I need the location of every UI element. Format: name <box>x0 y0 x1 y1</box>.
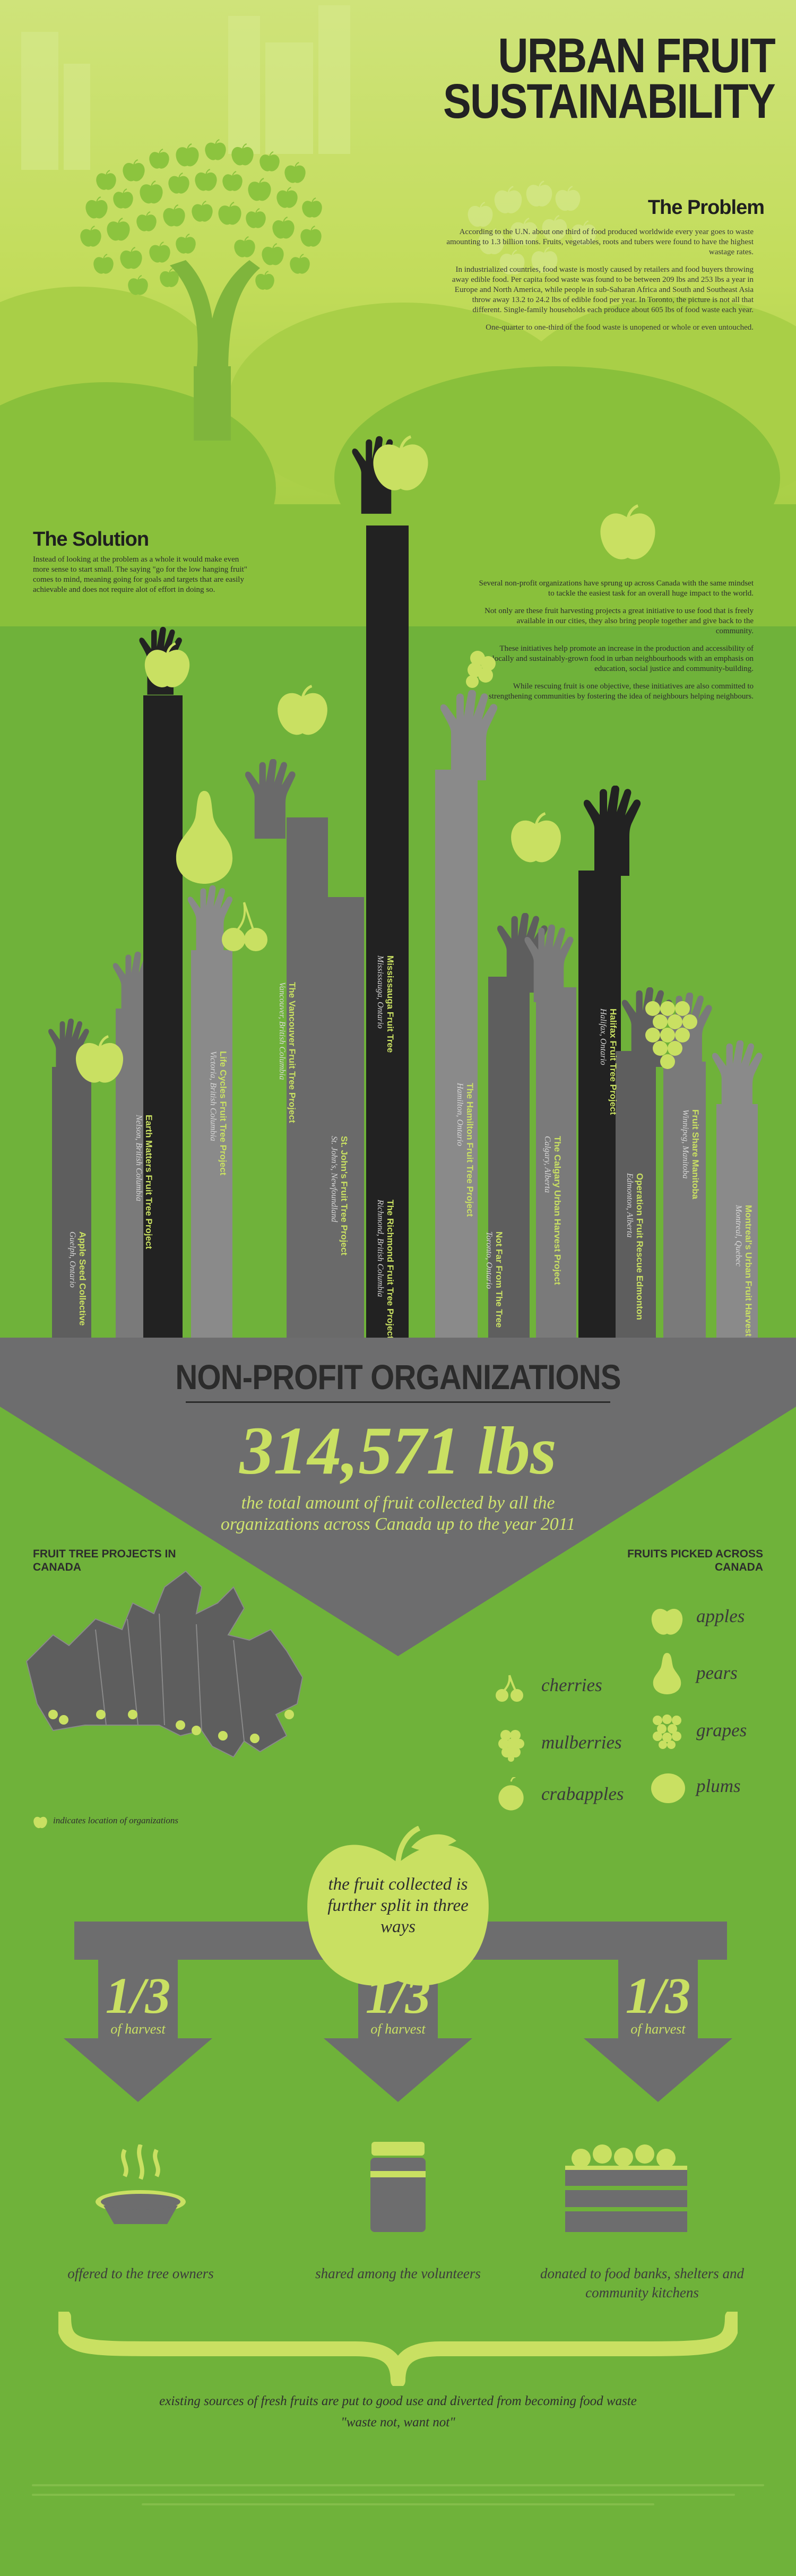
jar-icon <box>370 2142 426 2232</box>
problem-paragraph: One-quarter to one-third of the food was… <box>486 323 754 332</box>
cherries-icon <box>496 1675 523 1702</box>
top-section: URBAN FRUIT SUSTAINABILITY The Problem A… <box>0 0 796 626</box>
map-legend-apple-icon <box>33 1816 47 1829</box>
apple-icon <box>651 1608 683 1635</box>
sources-footer <box>32 2484 764 2508</box>
problem-heading: The Problem <box>647 196 765 219</box>
fraction-caption: of harvest <box>630 2021 686 2037</box>
org-label: The Richmond Fruit Tree Project Richmond,… <box>376 1200 395 1339</box>
fraction-value: 1/3 <box>625 1967 691 2024</box>
solution-intro: Instead of looking at the problem as a w… <box>33 555 247 594</box>
crabapple-icon <box>498 1777 524 1811</box>
split-apple-text: the fruit collected is further split in … <box>327 1875 469 1936</box>
solution-paragraph: Several non-profit organizations have sp… <box>479 579 754 598</box>
org-label: Not Far From The Tree Toronto, Ontario <box>484 1231 504 1328</box>
map-legend: indicates location of organizations <box>53 1815 178 1825</box>
solution-paragraph: These initiatives help promote an increa… <box>492 644 754 673</box>
org-label: The Vancouver Fruit Tree Project Vancouve… <box>278 982 297 1123</box>
solution-paragraph: Not only are these fruit harvesting proj… <box>484 607 754 635</box>
fruit-mulberries: mulberries <box>541 1732 622 1753</box>
fruit-plums: plums <box>696 1776 741 1796</box>
main-title: URBAN FRUIT SUSTAINABILITY <box>419 29 776 128</box>
fruit-apples: apples <box>696 1606 745 1626</box>
org-label: The Calgary Urban Harvest Project Calgary… <box>543 1136 563 1285</box>
fruits-heading: FRUITS PICKED ACROSS CANADA <box>627 1548 763 1573</box>
org-label: Apple Seed Collective Guelph, Ontario <box>68 1231 88 1326</box>
crate-icon <box>565 2144 687 2232</box>
title-line-2: SUSTAINABILITY <box>443 74 776 128</box>
problem-paragraph: In industrialized countries, food waste … <box>452 265 754 314</box>
org-label: Life Cycles Fruit Tree Project Victoria, … <box>209 1051 228 1176</box>
fruit-cherries: cherries <box>541 1675 602 1695</box>
third-donations: 1/3 of harvest <box>578 1970 738 2037</box>
grapes-icon <box>653 1715 681 1749</box>
npo-title: NON-PROFIT ORGANIZATIONS <box>175 1357 621 1397</box>
fraction-caption: of harvest <box>110 2021 166 2037</box>
map-heading: FRUIT TREE PROJECTS IN CANADA <box>33 1548 176 1573</box>
fruit-crabapples: crabapples <box>541 1784 624 1804</box>
curly-brace <box>58 2312 738 2386</box>
fruit-total-caption: the total amount of fruit collected by a… <box>220 1493 576 1534</box>
org-label: Halifax Fruit Tree Project Halifax, Ontar… <box>599 1009 618 1115</box>
npo-divider <box>186 1401 610 1403</box>
fruit-tree-illustration <box>0 139 796 626</box>
problem-text: According to the U.N. about one third of… <box>446 227 754 333</box>
problem-paragraph: According to the U.N. about one third of… <box>446 228 754 256</box>
closing-line-1: existing sources of fresh fruits are put… <box>159 2394 637 2408</box>
org-label: Earth Matters Fruit Tree Project Nelson, … <box>134 1115 154 1250</box>
split-caption-volunteers: shared among the volunteers <box>315 2265 481 2281</box>
split-diagram <box>64 1826 732 2102</box>
fraction-value: 1/3 <box>365 1967 431 2024</box>
mulberry-icon <box>498 1730 524 1762</box>
pear-icon <box>653 1653 681 1694</box>
split-caption-donations: donated to food banks, shelters and comm… <box>540 2265 744 2301</box>
org-label: Montreal's Urban Fruit Harvest Montreal, … <box>734 1205 754 1337</box>
fruit-grapes: grapes <box>696 1720 747 1741</box>
plum-icon <box>651 1773 685 1803</box>
canada-map <box>25 1570 304 1758</box>
pear-icon <box>176 791 233 884</box>
org-label: Operation Fruit Rescue Edmonton Edmonton,… <box>625 1173 645 1320</box>
fraction-value: 1/3 <box>105 1967 171 2024</box>
org-label: St. John's Fruit Tree Project St. John's,… <box>330 1136 349 1256</box>
title-line-1: URBAN FRUIT <box>498 29 775 83</box>
solution-heading: The Solution <box>33 528 149 550</box>
npo-arrow <box>0 1407 796 1656</box>
split-caption-owners: offered to the tree owners <box>67 2265 214 2281</box>
pie-icon <box>96 2144 186 2224</box>
org-label: Mississauga Fruit Tree Mississauga, Ontar… <box>376 955 395 1053</box>
solution-paragraph: While rescuing fruit is one objective, t… <box>488 682 754 701</box>
npo-banner <box>0 1338 796 1407</box>
org-label: Fruit Share Manitoba Winnipeg, Manitoba <box>681 1109 700 1200</box>
fraction-caption: of harvest <box>370 2021 426 2037</box>
third-volunteers: 1/3 of harvest <box>318 1970 478 2037</box>
solution-text: Several non-profit organizations have sp… <box>478 579 754 702</box>
fruit-pears: pears <box>696 1662 738 1683</box>
org-label: The Hamilton Fruit Tree Project Hamilton,… <box>455 1083 475 1217</box>
third-owners: 1/3 of harvest <box>58 1970 218 2037</box>
fruit-total: 314,571 lbs <box>239 1413 557 1488</box>
hands-illustration <box>48 0 763 1338</box>
closing-line-2: "waste not, want not" <box>341 2415 455 2429</box>
